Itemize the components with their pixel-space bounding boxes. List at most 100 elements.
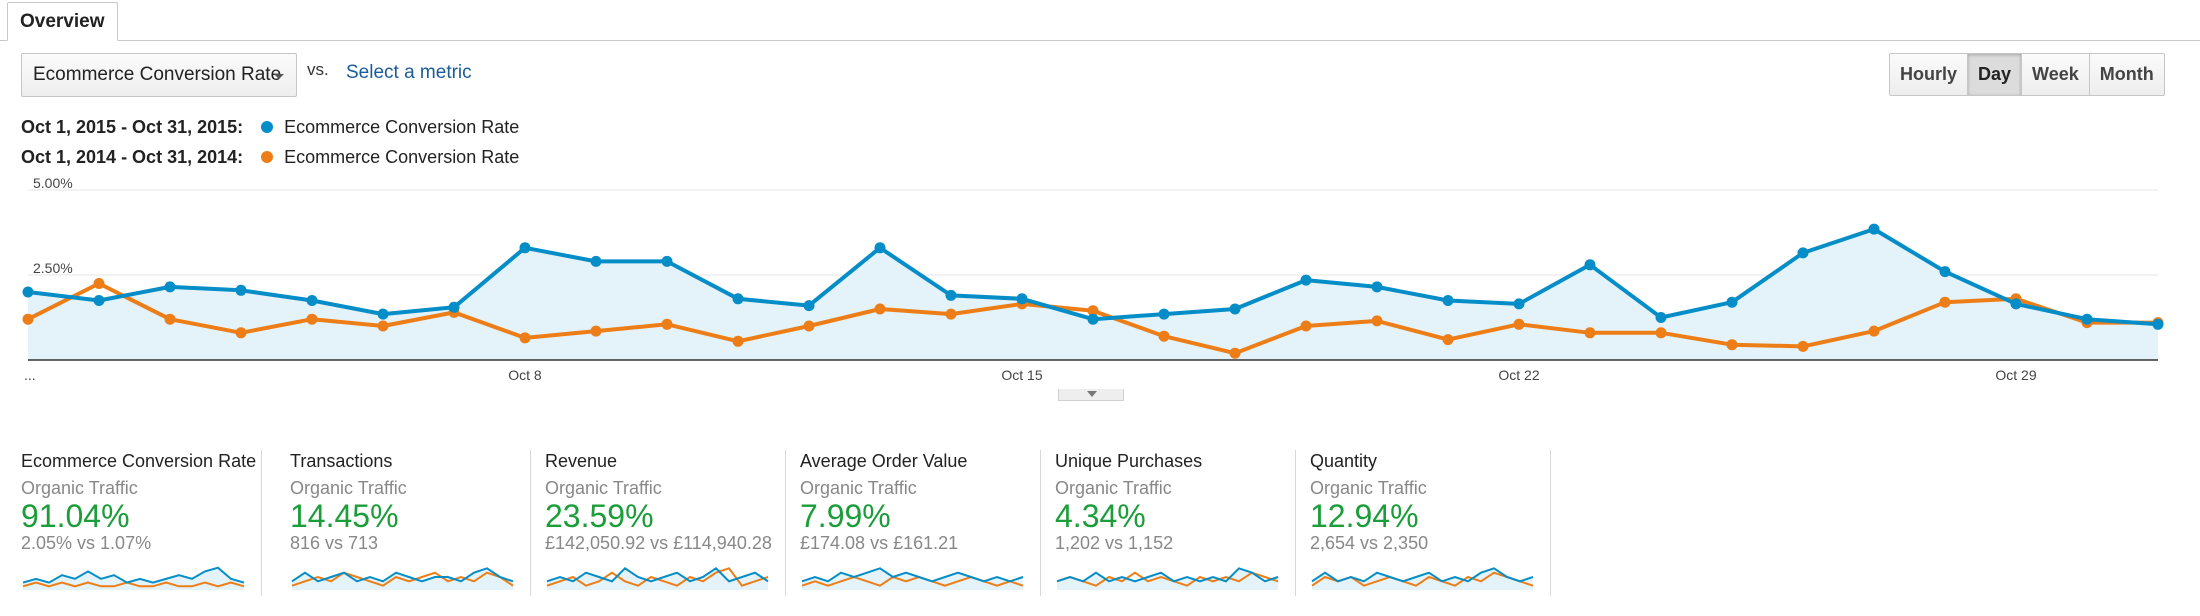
data-point [1939, 266, 1951, 278]
tile-segment: Organic Traffic [21, 478, 138, 498]
sparkline-series [291, 571, 514, 587]
data-point [93, 278, 105, 289]
x-tick-label: Oct 22 [1498, 367, 1539, 383]
data-point [448, 301, 460, 313]
legend-row-2015: Oct 1, 2015 - Oct 31, 2015: Ecommerce Co… [21, 115, 519, 139]
legend-series-name: Ecommerce Conversion Rate [284, 146, 520, 167]
tile-comparison: £142,050.92 vs £114,940.28 [545, 533, 772, 553]
tile-percent-change: 4.34% [1055, 498, 1146, 534]
data-point [1513, 318, 1525, 330]
data-point [1371, 315, 1383, 327]
sparkline-series [291, 567, 514, 583]
scorecard-tile[interactable]: Average Order Value Organic Traffic 7.99% £… [786, 450, 1041, 596]
data-point [1229, 347, 1241, 359]
sparkline-series [801, 567, 1024, 583]
scorecard-tile[interactable]: Ecommerce Conversion Rate Organic Traffic… [21, 450, 262, 596]
data-point [661, 255, 673, 267]
tile-comparison: 816 vs 713 [290, 533, 379, 553]
tile-metric-name: Unique Purchases [1055, 451, 1203, 471]
scorecard-tile[interactable]: Quantity Organic Traffic 12.94% 2,654 vs 2,… [1296, 450, 1551, 596]
data-point [1229, 303, 1241, 315]
sparkline-series [546, 567, 769, 583]
data-point [1087, 305, 1099, 317]
data-point [306, 295, 318, 306]
sparkline-series [22, 581, 245, 588]
data-point [22, 313, 34, 325]
data-point [1584, 259, 1596, 271]
sparkline-series [801, 575, 1024, 587]
scorecard-tile[interactable]: Unique Purchases Organic Traffic 4.34% 1,20… [1041, 450, 1296, 596]
data-point [22, 286, 34, 298]
y-tick-label: 2.50% [33, 260, 73, 276]
data-point [732, 293, 744, 305]
chart-collapse-handle[interactable] [1058, 389, 1124, 401]
data-point [164, 313, 176, 325]
select-metric-link[interactable]: Select a metric [346, 62, 472, 83]
legend-dot-icon [261, 151, 274, 163]
data-point [945, 308, 957, 320]
legend-dot-icon [261, 121, 274, 133]
data-point [1158, 308, 1170, 320]
tile-percent-change: 23.59% [545, 498, 654, 534]
data-point [1868, 325, 1880, 337]
data-point [377, 308, 389, 320]
x-tick-label: Oct 29 [1995, 367, 2036, 383]
data-point [1797, 340, 1809, 352]
sparkline [546, 567, 769, 590]
data-point [235, 284, 247, 296]
metric-dropdown[interactable]: Ecommerce Conversion Rate [21, 53, 297, 97]
sparkline [1056, 567, 1279, 590]
data-point [661, 318, 673, 330]
data-point [590, 255, 602, 267]
data-point [1655, 327, 1667, 339]
tile-percent-change: 14.45% [290, 498, 399, 534]
data-point [2010, 298, 2022, 310]
tab-overview[interactable]: Overview [7, 2, 118, 41]
data-point [1300, 320, 1312, 332]
data-point [874, 242, 886, 254]
tile-percent-change: 7.99% [800, 498, 891, 534]
metric-dropdown-value: Ecommerce Conversion Rate [33, 64, 282, 85]
sparkline-series [22, 566, 245, 584]
period-button-day[interactable]: Day [1968, 54, 2023, 95]
tile-percent-change: 12.94% [1310, 498, 1419, 534]
triangle-down-icon [1087, 391, 1097, 397]
tile-comparison: £174.08 vs £161.21 [800, 533, 959, 553]
data-point [377, 320, 389, 332]
sparkline [22, 566, 245, 590]
data-point [235, 327, 247, 339]
x-tick-label: ... [24, 367, 36, 383]
sparkline [1311, 567, 1534, 590]
tile-segment: Organic Traffic [800, 478, 917, 498]
tile-comparison: 2.05% vs 1.07% [21, 533, 152, 553]
scorecard-tile[interactable]: Transactions Organic Traffic 14.45% 816 vs … [276, 450, 531, 596]
data-point [519, 332, 531, 344]
period-button-month[interactable]: Month [2089, 54, 2164, 95]
tile-segment: Organic Traffic [1310, 478, 1427, 498]
tile-percent-change: 91.04% [21, 498, 130, 534]
tile-segment: Organic Traffic [290, 478, 407, 498]
data-point [1442, 295, 1454, 306]
sparkline [801, 567, 1024, 590]
conversion-rate-chart: 5.00% 2.50%... Oct 8 Oct 15 Oct 22 Oct 29 [22, 175, 2164, 383]
tile-metric-name: Revenue [545, 451, 618, 471]
period-button-hourly[interactable]: Hourly [1890, 54, 1969, 95]
period-button-week[interactable]: Week [2022, 54, 2090, 95]
data-point [1158, 330, 1170, 342]
data-point [1513, 298, 1525, 310]
data-point [1584, 327, 1596, 339]
sparkline-series [1056, 567, 1279, 583]
data-point [164, 281, 176, 293]
data-point [519, 242, 531, 254]
data-point [1300, 274, 1312, 286]
legend-series-name: Ecommerce Conversion Rate [284, 116, 520, 137]
tile-segment: Organic Traffic [1055, 478, 1172, 498]
data-point [1797, 247, 1809, 259]
data-point [1442, 334, 1454, 346]
data-point [1726, 339, 1738, 351]
data-point [1371, 281, 1383, 293]
tile-metric-name: Transactions [290, 451, 393, 471]
legend-row-2014: Oct 1, 2014 - Oct 31, 2014: Ecommerce Co… [21, 145, 519, 169]
series-area-fill [28, 229, 2158, 360]
scorecard-tile[interactable]: Revenue Organic Traffic 23.59% £142,050.92 … [531, 450, 786, 596]
